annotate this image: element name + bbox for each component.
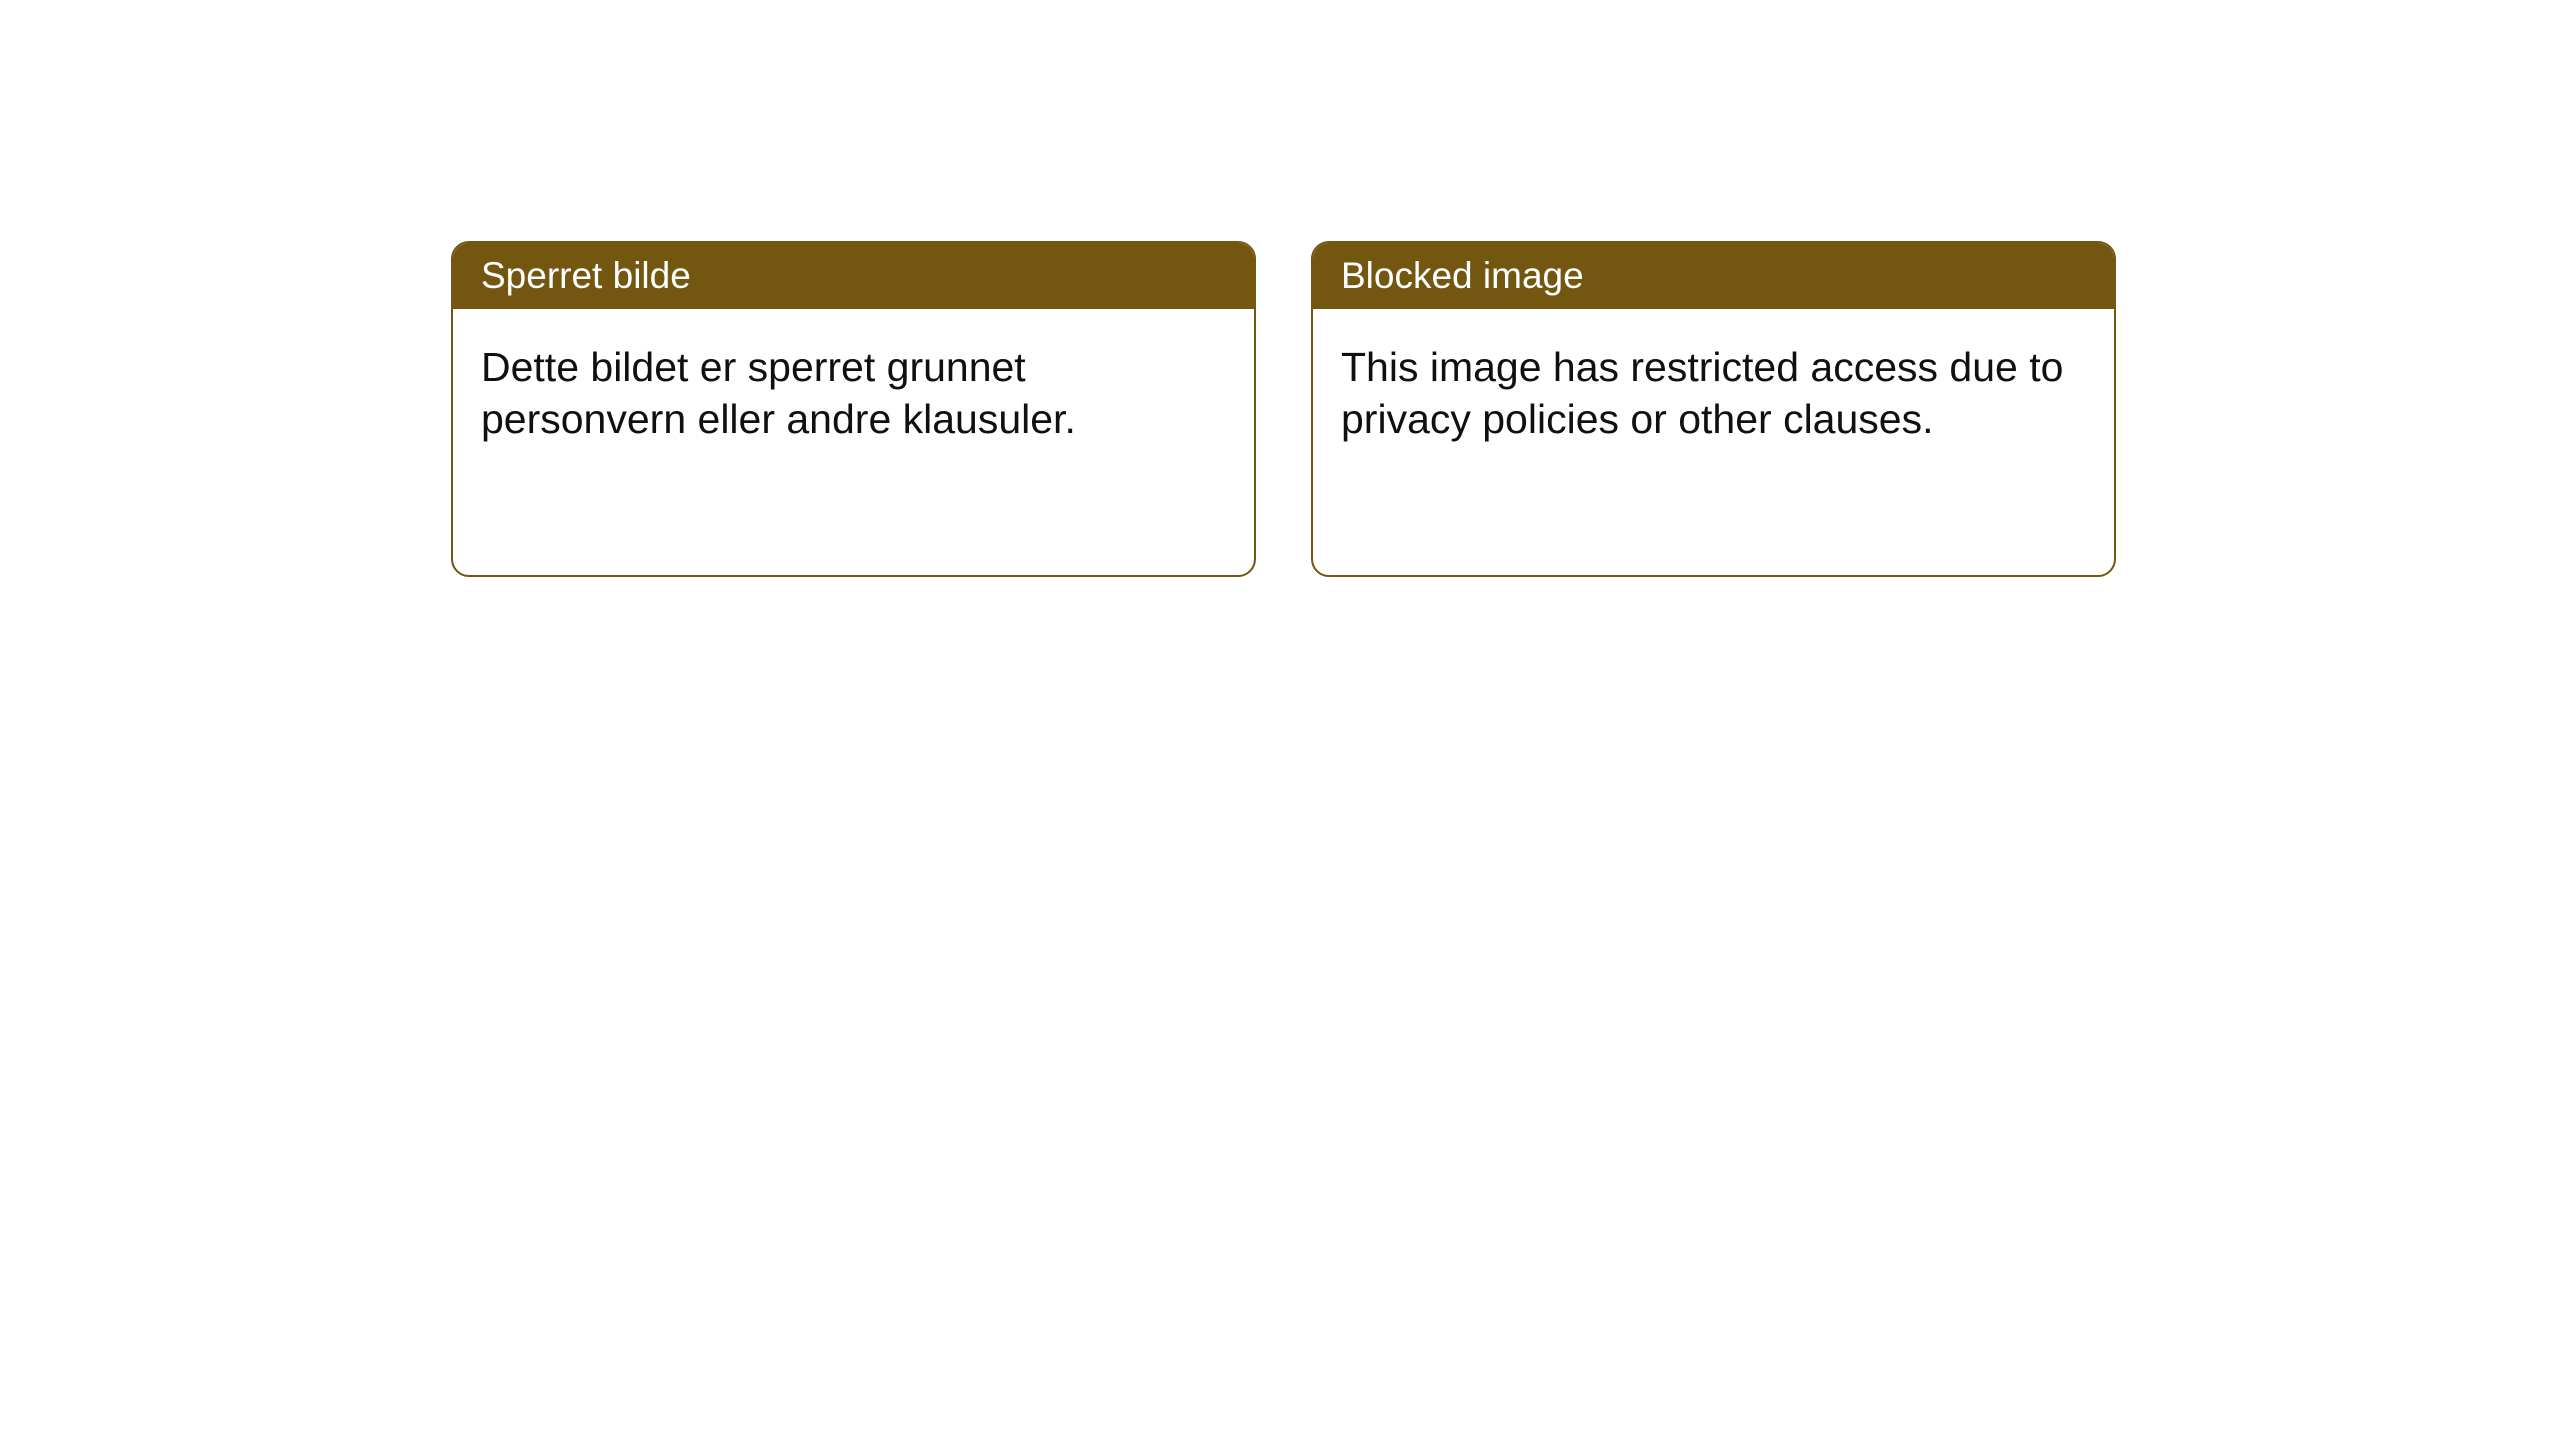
card-title: Blocked image [1341, 255, 1584, 296]
card-body-text: Dette bildet er sperret grunnet personve… [481, 344, 1076, 442]
card-body: This image has restricted access due to … [1313, 309, 2114, 478]
card-header: Blocked image [1313, 243, 2114, 309]
card-body-text: This image has restricted access due to … [1341, 344, 2063, 442]
card-header: Sperret bilde [453, 243, 1254, 309]
card-body: Dette bildet er sperret grunnet personve… [453, 309, 1254, 478]
notice-card-norwegian: Sperret bilde Dette bildet er sperret gr… [451, 241, 1256, 577]
card-title: Sperret bilde [481, 255, 691, 296]
notice-container: Sperret bilde Dette bildet er sperret gr… [451, 241, 2116, 577]
notice-card-english: Blocked image This image has restricted … [1311, 241, 2116, 577]
